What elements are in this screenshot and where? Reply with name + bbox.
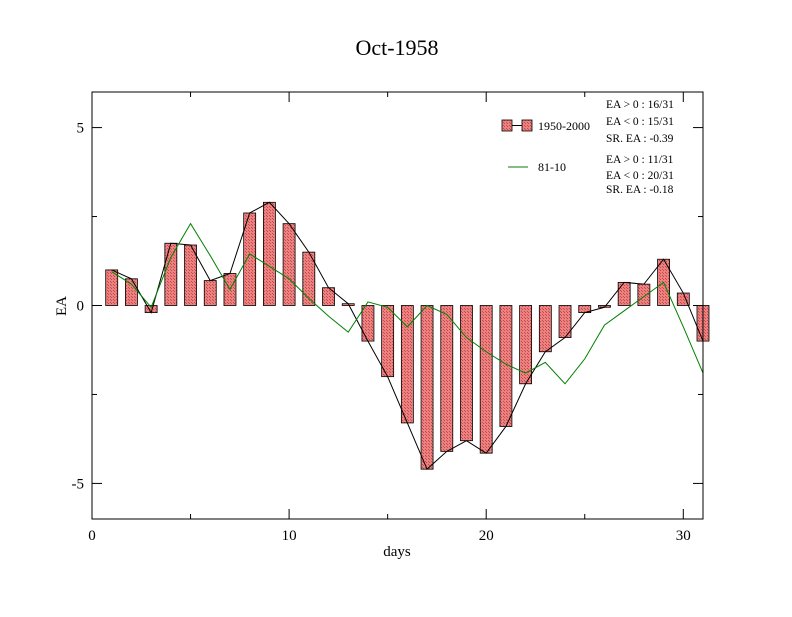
- y-tick-labels: -5 0 5: [72, 121, 85, 493]
- legend-item-1950-2000: 1950-2000: [501, 119, 590, 133]
- x-tick-label: 10: [282, 528, 297, 544]
- legend-label-81-10: 81-10: [538, 160, 566, 174]
- bar-day-2: [125, 278, 138, 306]
- line-1950-2000: [111, 201, 704, 471]
- stats-81-10-sr: SR. EA : -0.18: [606, 184, 674, 196]
- bar-day-1: [105, 269, 119, 306]
- bar-day-20: [479, 305, 493, 454]
- stats-81-10-negative: EA < 0 : 20/31: [606, 170, 674, 182]
- bar-day-19: [460, 305, 473, 442]
- x-tick-label: 0: [88, 528, 96, 544]
- stats-block: EA > 0 : 16/31 EA < 0 : 15/31 SR. EA : -…: [606, 99, 674, 196]
- x-tick-label: 20: [479, 528, 494, 544]
- bar-day-28: [637, 283, 651, 306]
- bar-day-4: [164, 242, 178, 306]
- chart-title: Oct-1958: [355, 35, 438, 60]
- bar-day-10: [282, 223, 296, 306]
- stats-81-10-positive: EA > 0 : 11/31: [606, 154, 674, 166]
- y-tick-label: 0: [77, 299, 85, 315]
- x-tick-label: 30: [676, 528, 691, 544]
- bar-day-5: [184, 244, 197, 306]
- stats-1950-2000-sr: SR. EA : -0.39: [606, 133, 674, 145]
- bar-day-18: [440, 305, 454, 452]
- y-tick-label: -5: [72, 476, 85, 492]
- y-axis-label: EA: [54, 296, 70, 316]
- x-tick-labels: 0 10 20 30: [88, 528, 691, 544]
- legend-swatch-bar-left: [501, 119, 513, 132]
- bar-day-9: [262, 201, 276, 306]
- x-axis-label: days: [383, 544, 411, 560]
- bar-day-15: [381, 305, 395, 378]
- legend-swatch-bar-right: [521, 119, 533, 132]
- legend: 1950-2000 81-10: [501, 119, 590, 174]
- bar-day-14: [361, 305, 375, 342]
- line-series-group: [111, 201, 704, 471]
- legend-label-1950-2000: 1950-2000: [538, 119, 590, 133]
- bar-day-17: [420, 305, 434, 470]
- plot-frame: [91, 91, 704, 520]
- bar-day-12: [322, 287, 335, 306]
- line-81-10: [111, 222, 704, 385]
- bar-day-27: [617, 281, 631, 306]
- bar-series-1950-2000: [105, 201, 710, 470]
- stats-1950-2000-negative: EA < 0 : 15/31: [606, 116, 674, 128]
- y-tick-label: 5: [77, 121, 85, 137]
- bar-day-22: [519, 305, 533, 385]
- bar-day-6: [203, 280, 217, 306]
- legend-item-81-10: 81-10: [508, 160, 566, 174]
- stats-1950-2000-positive: EA > 0 : 16/31: [606, 99, 674, 111]
- bar-day-23: [538, 305, 552, 353]
